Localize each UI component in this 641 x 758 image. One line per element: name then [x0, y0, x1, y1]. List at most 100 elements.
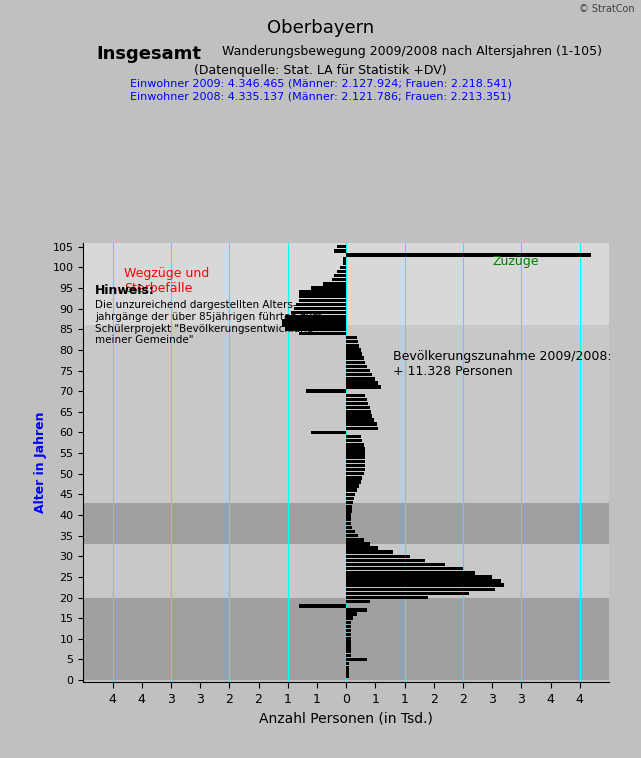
- Bar: [346, 481, 361, 484]
- Bar: [346, 645, 351, 649]
- Bar: [83, 503, 609, 544]
- Bar: [294, 307, 346, 310]
- Bar: [331, 278, 346, 281]
- Bar: [346, 414, 372, 418]
- Text: Einwohner 2008: 4.335.137 (Männer: 2.121.786; Frauen: 2.213.351): Einwohner 2008: 4.335.137 (Männer: 2.121…: [130, 92, 511, 102]
- Bar: [346, 493, 355, 496]
- Bar: [346, 501, 353, 504]
- Bar: [346, 658, 367, 661]
- Bar: [337, 270, 346, 273]
- Bar: [83, 325, 609, 503]
- Bar: [346, 476, 363, 480]
- Bar: [346, 670, 349, 674]
- Bar: [346, 488, 356, 492]
- Bar: [346, 550, 393, 554]
- Bar: [346, 534, 358, 537]
- Bar: [346, 459, 365, 463]
- Bar: [346, 518, 351, 521]
- Bar: [346, 373, 372, 377]
- Bar: [346, 352, 363, 356]
- Bar: [346, 637, 351, 641]
- Text: Insgesamt: Insgesamt: [96, 45, 201, 64]
- Bar: [346, 410, 370, 414]
- Bar: [343, 257, 346, 261]
- Bar: [346, 422, 376, 426]
- Bar: [290, 311, 346, 315]
- Bar: [285, 315, 346, 318]
- Bar: [346, 633, 351, 637]
- Bar: [346, 406, 369, 409]
- Bar: [346, 538, 363, 541]
- Text: Die unzureichend dargestellten Alters-
jahrgänge der über 85jährigen führten zum: Die unzureichend dargestellten Alters- j…: [95, 300, 322, 345]
- Bar: [346, 377, 376, 381]
- Bar: [346, 472, 363, 475]
- Text: Oberbayern: Oberbayern: [267, 19, 374, 37]
- Bar: [346, 608, 367, 612]
- Bar: [346, 427, 378, 430]
- Text: Wegzüge und
Sterbefälle: Wegzüge und Sterbefälle: [124, 268, 210, 296]
- Bar: [346, 587, 495, 591]
- Bar: [311, 287, 346, 290]
- Bar: [335, 249, 346, 252]
- Bar: [346, 592, 469, 595]
- Bar: [346, 584, 504, 587]
- Bar: [346, 393, 365, 397]
- Bar: [299, 290, 346, 294]
- Bar: [346, 666, 349, 669]
- Bar: [285, 327, 346, 331]
- Bar: [346, 468, 365, 471]
- Bar: [346, 451, 365, 455]
- Bar: [346, 653, 351, 657]
- Bar: [346, 525, 352, 529]
- Bar: [346, 650, 351, 653]
- Bar: [346, 675, 349, 678]
- Bar: [323, 282, 346, 286]
- Bar: [346, 575, 492, 578]
- Bar: [340, 265, 346, 269]
- Bar: [346, 496, 354, 500]
- Bar: [346, 435, 361, 438]
- Bar: [337, 245, 346, 249]
- Text: Bevölkerungszunahme 2009/2008:
+ 11.328 Personen: Bevölkerungszunahme 2009/2008: + 11.328 …: [393, 350, 612, 378]
- Bar: [83, 243, 609, 325]
- Bar: [346, 542, 369, 546]
- Bar: [346, 555, 410, 558]
- Bar: [346, 625, 351, 628]
- Bar: [346, 621, 351, 624]
- X-axis label: Anzahl Personen (in Tsd.): Anzahl Personen (in Tsd.): [259, 711, 433, 725]
- Text: Hinweis:: Hinweis:: [95, 283, 155, 297]
- Y-axis label: Alter in Jahren: Alter in Jahren: [34, 412, 47, 513]
- Bar: [346, 402, 369, 406]
- Bar: [346, 579, 501, 583]
- Bar: [346, 336, 356, 340]
- Bar: [343, 262, 346, 265]
- Bar: [346, 629, 351, 632]
- Bar: [346, 505, 352, 509]
- Bar: [306, 390, 346, 393]
- Bar: [346, 484, 359, 488]
- Bar: [346, 344, 359, 347]
- Bar: [346, 348, 361, 352]
- Bar: [299, 604, 346, 608]
- Bar: [311, 431, 346, 434]
- Text: Einwohner 2009: 4.346.465 (Männer: 2.127.924; Frauen: 2.218.541): Einwohner 2009: 4.346.465 (Männer: 2.127…: [129, 78, 512, 88]
- Bar: [346, 600, 369, 603]
- Bar: [346, 571, 474, 575]
- Text: © StratCon: © StratCon: [579, 4, 635, 14]
- Bar: [346, 439, 363, 443]
- Bar: [282, 324, 346, 327]
- Bar: [335, 274, 346, 277]
- Bar: [346, 361, 365, 364]
- Bar: [346, 340, 358, 343]
- Bar: [299, 294, 346, 298]
- Bar: [346, 612, 356, 615]
- Bar: [83, 544, 609, 597]
- Bar: [282, 319, 346, 323]
- Bar: [346, 443, 363, 446]
- Bar: [346, 559, 425, 562]
- Bar: [346, 381, 378, 384]
- Text: Zuzüge: Zuzüge: [492, 255, 538, 268]
- Bar: [346, 253, 592, 257]
- Bar: [346, 522, 351, 525]
- Bar: [83, 597, 609, 680]
